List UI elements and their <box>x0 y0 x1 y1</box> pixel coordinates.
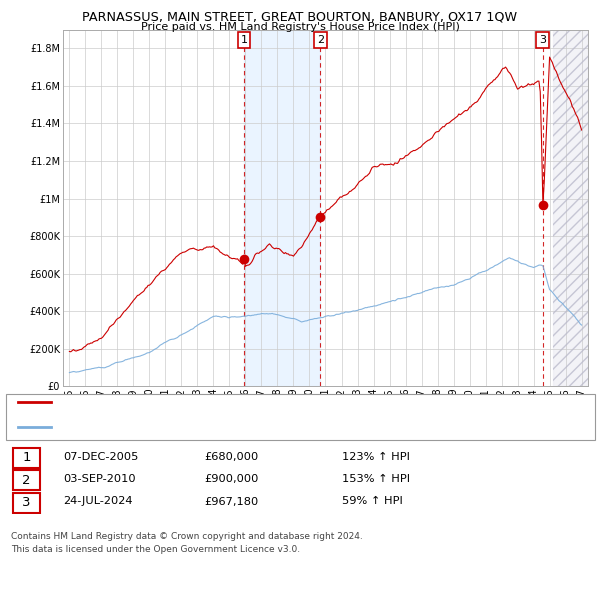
Text: 07-DEC-2005: 07-DEC-2005 <box>63 452 139 461</box>
Text: This data is licensed under the Open Government Licence v3.0.: This data is licensed under the Open Gov… <box>11 545 300 555</box>
Text: £967,180: £967,180 <box>204 497 258 506</box>
Text: 2: 2 <box>317 35 324 45</box>
Text: 2: 2 <box>22 474 31 487</box>
Text: PARNASSUS, MAIN STREET, GREAT BOURTON, BANBURY, OX17 1QW (detached house): PARNASSUS, MAIN STREET, GREAT BOURTON, B… <box>57 398 486 407</box>
Text: 03-SEP-2010: 03-SEP-2010 <box>63 474 136 484</box>
Text: £680,000: £680,000 <box>204 452 258 461</box>
Bar <box>553 30 588 386</box>
Bar <box>13 470 40 490</box>
Bar <box>13 493 40 513</box>
Text: 123% ↑ HPI: 123% ↑ HPI <box>342 452 410 461</box>
Text: 1: 1 <box>241 35 248 45</box>
Text: £900,000: £900,000 <box>204 474 259 484</box>
Text: PARNASSUS, MAIN STREET, GREAT BOURTON, BANBURY, OX17 1QW: PARNASSUS, MAIN STREET, GREAT BOURTON, B… <box>82 11 518 24</box>
Text: 3: 3 <box>539 35 546 45</box>
Text: HPI: Average price, detached house, Cherwell: HPI: Average price, detached house, Cher… <box>57 422 285 431</box>
Bar <box>13 448 40 468</box>
Text: 3: 3 <box>22 496 31 509</box>
Text: 24-JUL-2024: 24-JUL-2024 <box>63 497 133 506</box>
Text: Contains HM Land Registry data © Crown copyright and database right 2024.: Contains HM Land Registry data © Crown c… <box>11 532 362 542</box>
Bar <box>553 30 588 386</box>
Text: Price paid vs. HM Land Registry's House Price Index (HPI): Price paid vs. HM Land Registry's House … <box>140 22 460 32</box>
Bar <box>244 30 320 386</box>
Text: 59% ↑ HPI: 59% ↑ HPI <box>342 497 403 506</box>
Text: 1: 1 <box>22 451 31 464</box>
Text: 153% ↑ HPI: 153% ↑ HPI <box>342 474 410 484</box>
